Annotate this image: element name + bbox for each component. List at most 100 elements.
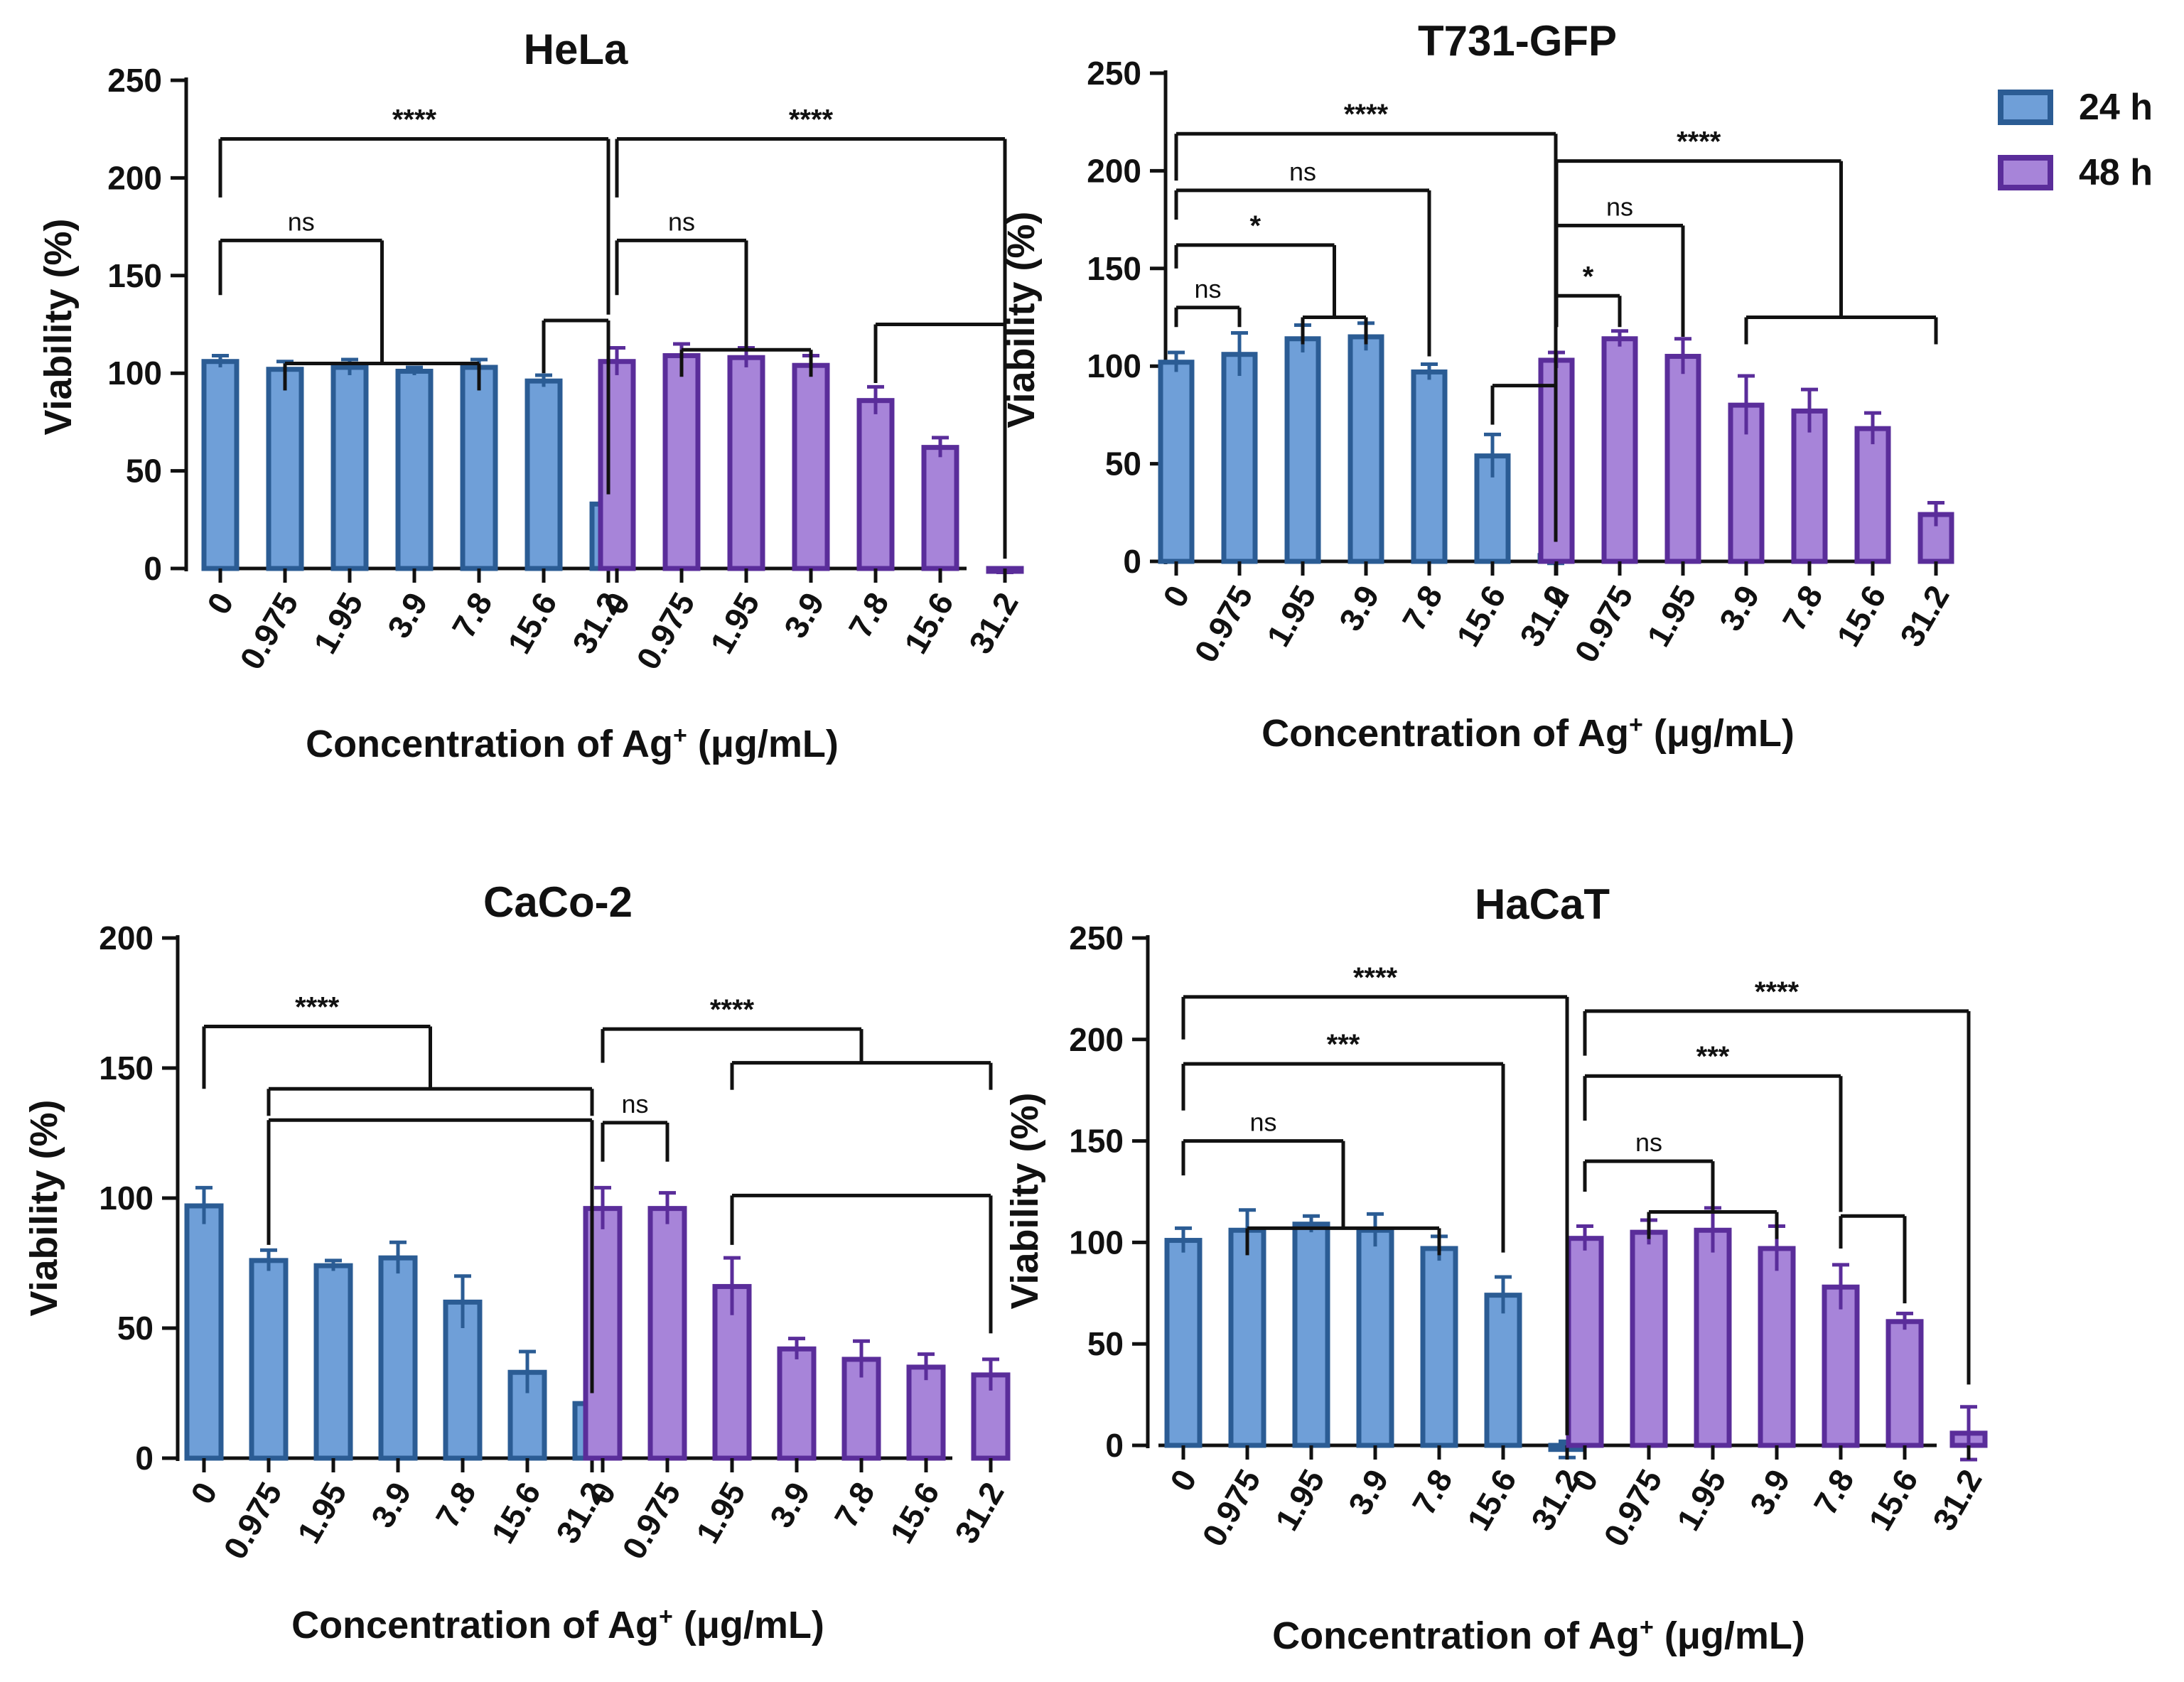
sig-label: *	[1583, 261, 1594, 292]
bar	[1474, 453, 1511, 564]
x-axis-label-sup: +	[1629, 711, 1643, 738]
x-tick-label: 1.95	[1259, 579, 1323, 653]
y-tick-label: 150	[99, 1050, 154, 1087]
y-tick-label: 0	[1105, 1427, 1124, 1464]
y-tick-label: 100	[99, 1180, 154, 1217]
bar	[1791, 408, 1828, 564]
legend-swatch-24h	[1998, 90, 2053, 125]
chart-title: HaCaT	[1475, 880, 1610, 928]
sig-label: ****	[710, 994, 755, 1025]
sig-label: ns	[1289, 157, 1316, 186]
y-axis-label: Viability (%)	[23, 1099, 65, 1316]
x-tick-label: 1.95	[306, 586, 370, 660]
sig-label: ns	[1635, 1128, 1662, 1157]
x-tick-label: 1.95	[1669, 1463, 1733, 1537]
bar	[395, 368, 434, 571]
sig-label: ****	[1344, 99, 1389, 130]
chart-title: T731-GFP	[1418, 17, 1617, 65]
chart-title: HeLa	[524, 26, 628, 73]
chart-title: CaCo-2	[483, 878, 633, 926]
x-axis-label-unit: (μg/mL)	[1643, 712, 1795, 755]
x-tick-label: 0.975	[1596, 1463, 1669, 1553]
y-tick-label: 200	[99, 920, 154, 956]
x-tick-label: 3.9	[777, 586, 832, 644]
x-tick-label: 7.8	[445, 586, 500, 644]
y-tick-label: 250	[1069, 920, 1124, 956]
x-tick-label: 0	[183, 1476, 225, 1510]
x-tick-label: 3.9	[763, 1476, 817, 1533]
x-axis-label-sup: +	[659, 1603, 673, 1630]
x-tick-label: 7.8	[827, 1476, 882, 1533]
x-tick-label: 15.6	[1460, 1463, 1524, 1537]
sig-label: ***	[1696, 1041, 1730, 1072]
x-axis-label-main: Concentration of Ag	[306, 723, 673, 765]
x-tick-label: 7.8	[1775, 579, 1830, 637]
sig-label: ****	[1677, 126, 1721, 158]
x-tick-label: 0.975	[216, 1476, 289, 1565]
y-tick-label: 50	[1105, 446, 1141, 483]
sig-label: ns	[668, 207, 695, 236]
y-tick-label: 100	[1069, 1224, 1124, 1261]
bar	[313, 1263, 353, 1461]
x-tick-label: 0.975	[1187, 579, 1260, 669]
bar	[662, 352, 701, 571]
sig-label: ****	[1353, 962, 1398, 993]
bar	[1347, 334, 1384, 564]
bar	[598, 359, 636, 571]
x-tick-label: 31.2	[962, 586, 1026, 660]
bar	[1664, 353, 1701, 564]
y-tick-label: 100	[1087, 347, 1141, 384]
y-tick-label: 100	[107, 355, 162, 392]
sig-label: ****	[295, 991, 340, 1023]
x-axis-label-sup: +	[1640, 1614, 1654, 1641]
y-axis-label: Viability (%)	[37, 218, 80, 435]
y-tick-label: 0	[144, 550, 162, 587]
sig-label: ns	[1606, 192, 1633, 221]
legend-swatch-48h	[1998, 155, 2053, 190]
x-tick-label: 0.975	[615, 1476, 688, 1565]
x-axis-label: Concentration of Ag+ (μg/mL)	[1262, 711, 1795, 755]
x-tick-label: 15.6	[500, 586, 564, 660]
x-tick-label: 0	[1163, 1463, 1204, 1497]
sig-label: *	[1249, 210, 1261, 242]
bar	[460, 365, 498, 571]
x-tick-label: 15.6	[883, 1476, 947, 1550]
y-tick-label: 200	[107, 159, 162, 196]
bar	[1411, 369, 1448, 564]
y-axis-label: Viability (%)	[1004, 1092, 1046, 1309]
bar	[1221, 352, 1258, 564]
x-tick-label: 7.8	[1807, 1463, 1861, 1521]
x-axis-label: Concentration of Ag+ (μg/mL)	[306, 722, 839, 765]
bar	[921, 445, 959, 571]
bar	[1484, 1293, 1522, 1448]
y-tick-label: 50	[1087, 1325, 1124, 1362]
x-tick-label: 0.975	[629, 586, 702, 676]
chart-t731-gfp: T731-GFP Viability (%) Concentration of …	[1000, 17, 1957, 755]
y-tick-label: 150	[107, 257, 162, 294]
x-tick-label: 7.8	[1395, 579, 1450, 637]
bar	[906, 1364, 946, 1461]
y-tick-label: 200	[1069, 1021, 1124, 1058]
x-tick-label: 1.95	[1268, 1463, 1332, 1537]
y-tick-label: 0	[1123, 543, 1141, 580]
y-tick-label: 250	[107, 62, 162, 99]
x-tick-label: 0.975	[1567, 579, 1640, 669]
x-tick-label: 7.8	[1405, 1463, 1460, 1521]
y-tick-label: 150	[1069, 1123, 1124, 1160]
bar	[1758, 1246, 1796, 1448]
x-tick-label: 1.95	[290, 1476, 354, 1550]
bar	[184, 1203, 224, 1461]
x-tick-label: 3.9	[380, 586, 435, 644]
x-tick-label: 31.2	[1925, 1463, 1989, 1537]
x-axis-label-unit: (μg/mL)	[673, 1604, 824, 1646]
sig-label: ns	[288, 207, 315, 236]
bar	[1566, 1236, 1604, 1448]
x-tick-label: 15.6	[1829, 579, 1893, 653]
x-tick-label: 7.8	[429, 1476, 483, 1533]
bar	[1164, 1238, 1203, 1448]
x-axis-label-sup: +	[673, 722, 687, 749]
x-axis-label-main: Concentration of Ag	[291, 1604, 659, 1646]
